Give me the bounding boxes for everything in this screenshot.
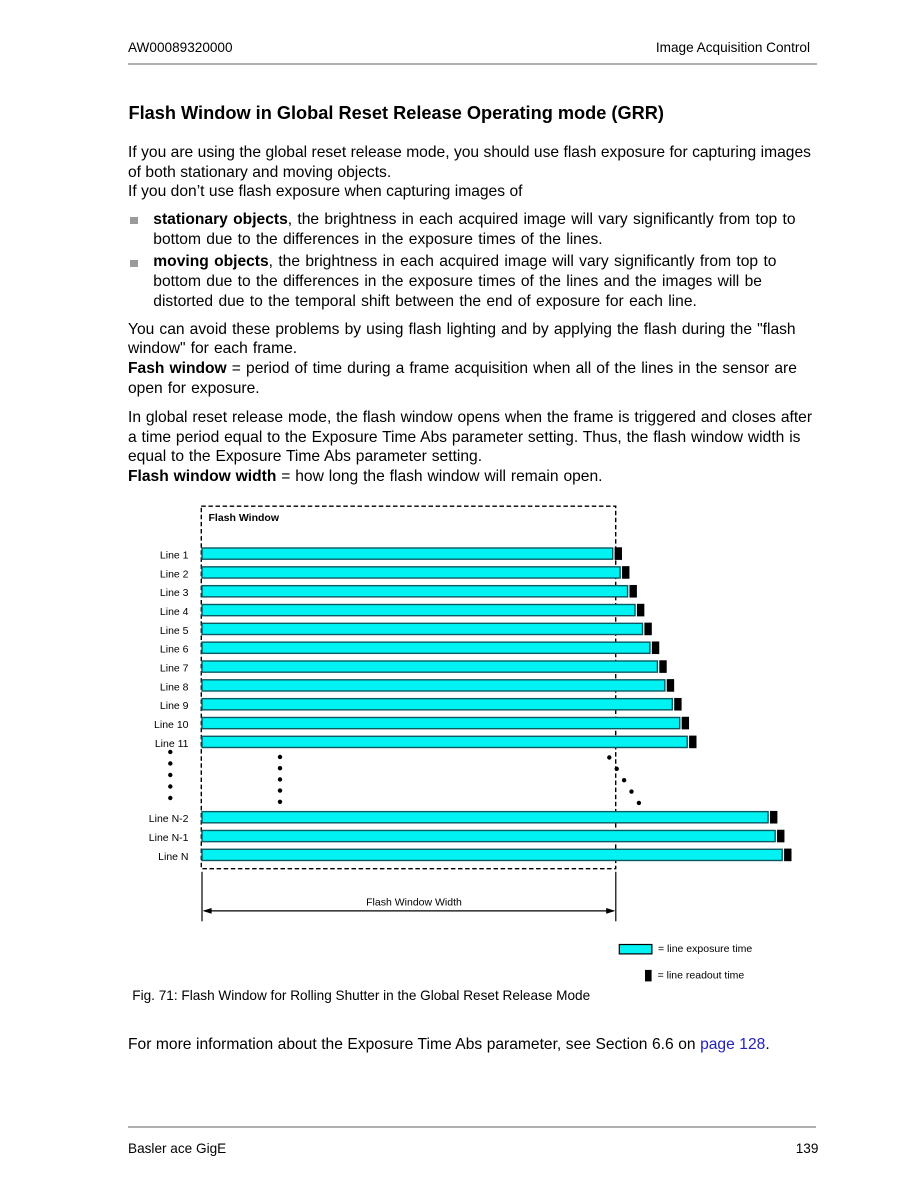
svg-text:Line N: Line N [158,851,188,863]
svg-text:= line readout time: = line readout time [658,969,745,981]
svg-text:Line 11: Line 11 [155,738,189,750]
svg-text:Line 5: Line 5 [160,625,189,637]
svg-text:Line 7: Line 7 [160,662,189,674]
svg-text:Line N-2: Line N-2 [149,813,189,825]
svg-text:Line 3: Line 3 [160,587,189,599]
svg-text:Line 8: Line 8 [160,681,189,693]
svg-text:Line 6: Line 6 [160,644,189,656]
svg-text:Flash Window: Flash Window [209,512,280,524]
svg-text:= line exposure time: = line exposure time [658,943,752,955]
svg-text:Line 2: Line 2 [160,568,189,580]
svg-text:Line N-1: Line N-1 [149,832,189,844]
svg-text:Flash Window Width: Flash Window Width [366,897,462,909]
svg-text:Line 9: Line 9 [160,700,189,712]
svg-text:Line 1: Line 1 [160,550,189,562]
svg-text:Line 4: Line 4 [160,606,189,618]
svg-text:Line 10: Line 10 [154,719,189,731]
